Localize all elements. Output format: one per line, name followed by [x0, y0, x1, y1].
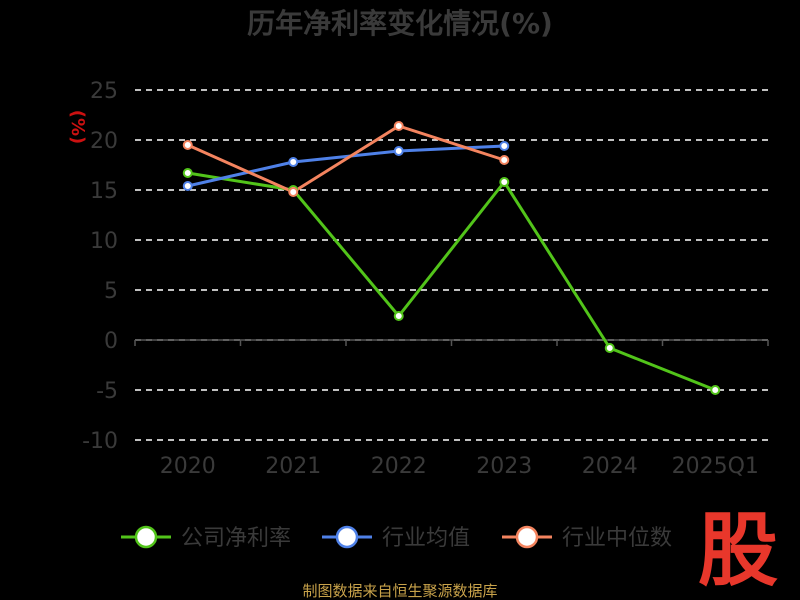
data-point	[393, 146, 404, 156]
legend-marker	[335, 525, 359, 549]
y-tick-label: 5	[104, 279, 118, 304]
chart-title: 历年净利率变化情况(%)	[247, 7, 553, 40]
source-note: 制图数据来自恒生聚源数据库	[302, 582, 497, 600]
y-tick-label: -10	[82, 429, 118, 454]
x-tick-label: 2023	[476, 454, 532, 479]
x-tick-label: 2022	[371, 454, 427, 479]
x-tick-label: 2021	[265, 454, 321, 479]
y-tick-label: 25	[90, 79, 118, 104]
data-point	[499, 155, 510, 165]
data-point	[604, 343, 615, 353]
y-tick-label: 15	[90, 179, 118, 204]
y-tick-label: 0	[104, 329, 118, 354]
data-point	[499, 177, 510, 187]
y-axis-ticks: 25 20 15 10 5 0 -5 -10	[82, 79, 118, 454]
data-point	[710, 385, 721, 395]
x-tick-label: 2025Q1	[672, 454, 759, 479]
x-axis: 2020 2021 2022 2023 2024 2025Q1	[134, 339, 769, 479]
data-point	[182, 140, 193, 150]
data-point	[393, 121, 404, 131]
legend-marker	[134, 525, 158, 549]
data-point	[288, 157, 299, 167]
brand-logo: 股	[698, 504, 778, 597]
x-tick-label: 2024	[582, 454, 638, 479]
y-tick-label: 10	[90, 229, 118, 254]
data-point	[288, 187, 299, 197]
series-line	[187, 171, 716, 392]
y-axis-unit: (%)	[67, 110, 88, 145]
y-tick-label: 20	[90, 129, 118, 154]
data-point	[182, 168, 193, 178]
legend-label: 公司净利率	[181, 526, 291, 551]
series-line	[187, 144, 505, 188]
series-lines	[182, 121, 721, 395]
x-tick-label: 2020	[160, 454, 216, 479]
legend-label: 行业均值	[382, 526, 470, 551]
y-tick-label: -5	[96, 379, 118, 404]
data-point	[499, 141, 510, 151]
series-line	[187, 124, 505, 194]
legend-marker	[515, 525, 539, 549]
legend: 公司净利率 行业均值 行业中位数	[121, 525, 672, 551]
data-point	[182, 181, 193, 191]
legend-label: 行业中位数	[562, 526, 672, 551]
data-point	[393, 311, 404, 321]
